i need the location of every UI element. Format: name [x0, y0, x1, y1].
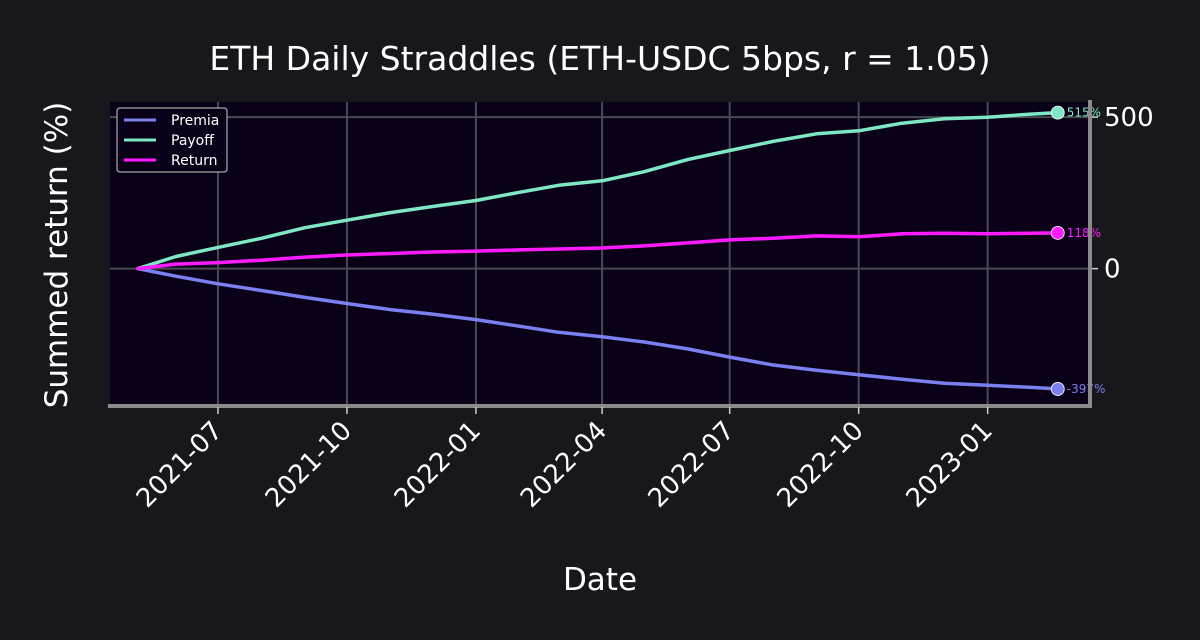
series-line-payoff [136, 110, 1060, 271]
end-label-premia: -397% [1067, 382, 1106, 396]
end-label-payoff: 515% [1067, 106, 1101, 120]
x-axis-label: Date [563, 562, 637, 598]
y-tick-label-1: 500 [1104, 103, 1154, 133]
legend: Premia Payoff Return [116, 107, 228, 173]
plot-area [110, 102, 1090, 405]
y-tick-label-0: 0 [1104, 255, 1121, 285]
chart-title: ETH Daily Straddles (ETH-USDC 5bps, r = … [209, 39, 990, 78]
end-marker-return [1050, 225, 1065, 240]
y-axis-ticks: 0 500 [1092, 103, 1154, 285]
legend-box [116, 107, 228, 173]
end-marker-payoff [1050, 105, 1065, 120]
end-markers: -397% 515% 118% [1050, 105, 1106, 396]
legend-label-return: Return [171, 153, 217, 169]
y-axis-label: Summed return (%) [39, 102, 75, 409]
end-label-return: 118% [1067, 226, 1101, 240]
legend-label-payoff: Payoff [171, 133, 214, 149]
series-lines [136, 110, 1060, 391]
end-marker-premia [1050, 382, 1065, 396]
series-line-return [136, 231, 1060, 271]
series-line-premia [136, 266, 1060, 391]
legend-label-premia: Premia [171, 113, 219, 129]
